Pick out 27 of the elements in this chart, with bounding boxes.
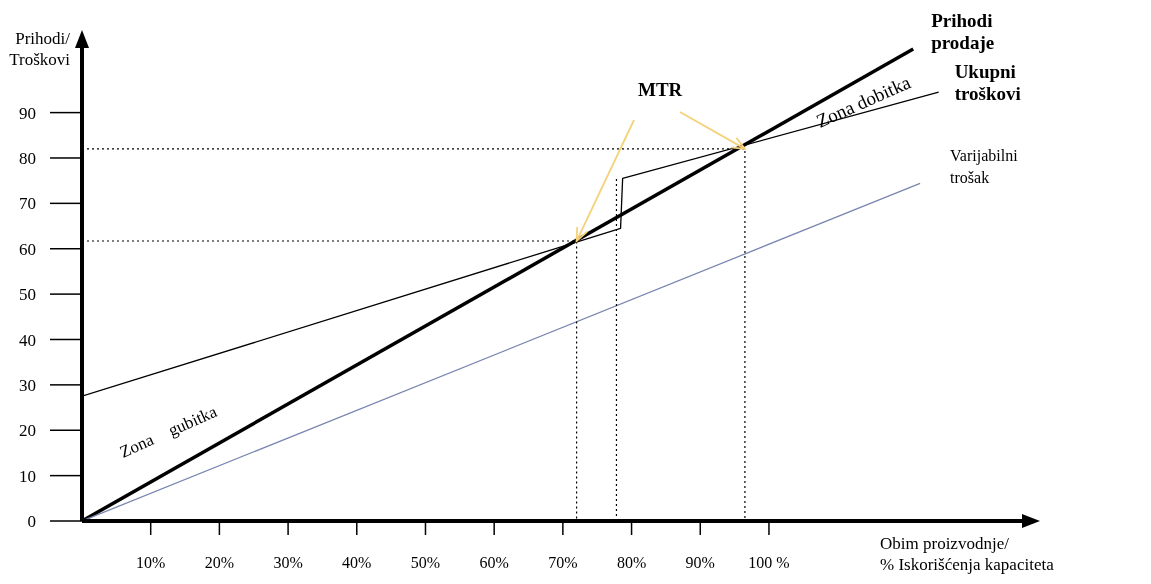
x-tick-label: 40% [342, 554, 372, 572]
y-tick-label: 50 [19, 285, 36, 305]
y-axis-title: Prihodi/ Troškovi [9, 29, 71, 70]
x-tick-label: 100 % [748, 554, 790, 572]
y-tick-label: 0 [27, 512, 36, 532]
x-tick-label: 50% [410, 554, 441, 572]
annotation: Zona dobitka [813, 71, 915, 132]
y-tick-label: 10 [19, 466, 36, 486]
y-tick-label: 40 [19, 330, 36, 350]
x-tick-label: 60% [479, 554, 509, 572]
x-tick-label: 70% [548, 554, 578, 572]
x-tick-label: 10% [136, 554, 166, 572]
annotation: MTR [638, 79, 683, 100]
x-tick-label: 20% [204, 554, 235, 572]
series-label: Varijabilni trošak [950, 147, 1019, 187]
y-tick-label: 60 [19, 239, 36, 259]
y-tick-label: 30 [19, 375, 36, 395]
y-tick-label: 20 [19, 421, 36, 441]
series-label: Prihodi prodaje [931, 10, 995, 54]
x-tick-label: 80% [616, 554, 647, 572]
x-tick-label: 90% [685, 554, 715, 572]
series-label: Ukupni troškovi [954, 61, 1021, 105]
y-tick-label: 80 [19, 149, 36, 169]
x-axis-title: Obim proizvodnje/ % Iskorišćenja kapaciteta [880, 534, 1055, 575]
y-tick-label: 90 [19, 103, 36, 123]
y-tick-label: 70 [19, 194, 36, 214]
x-tick-label: 30% [273, 554, 303, 572]
